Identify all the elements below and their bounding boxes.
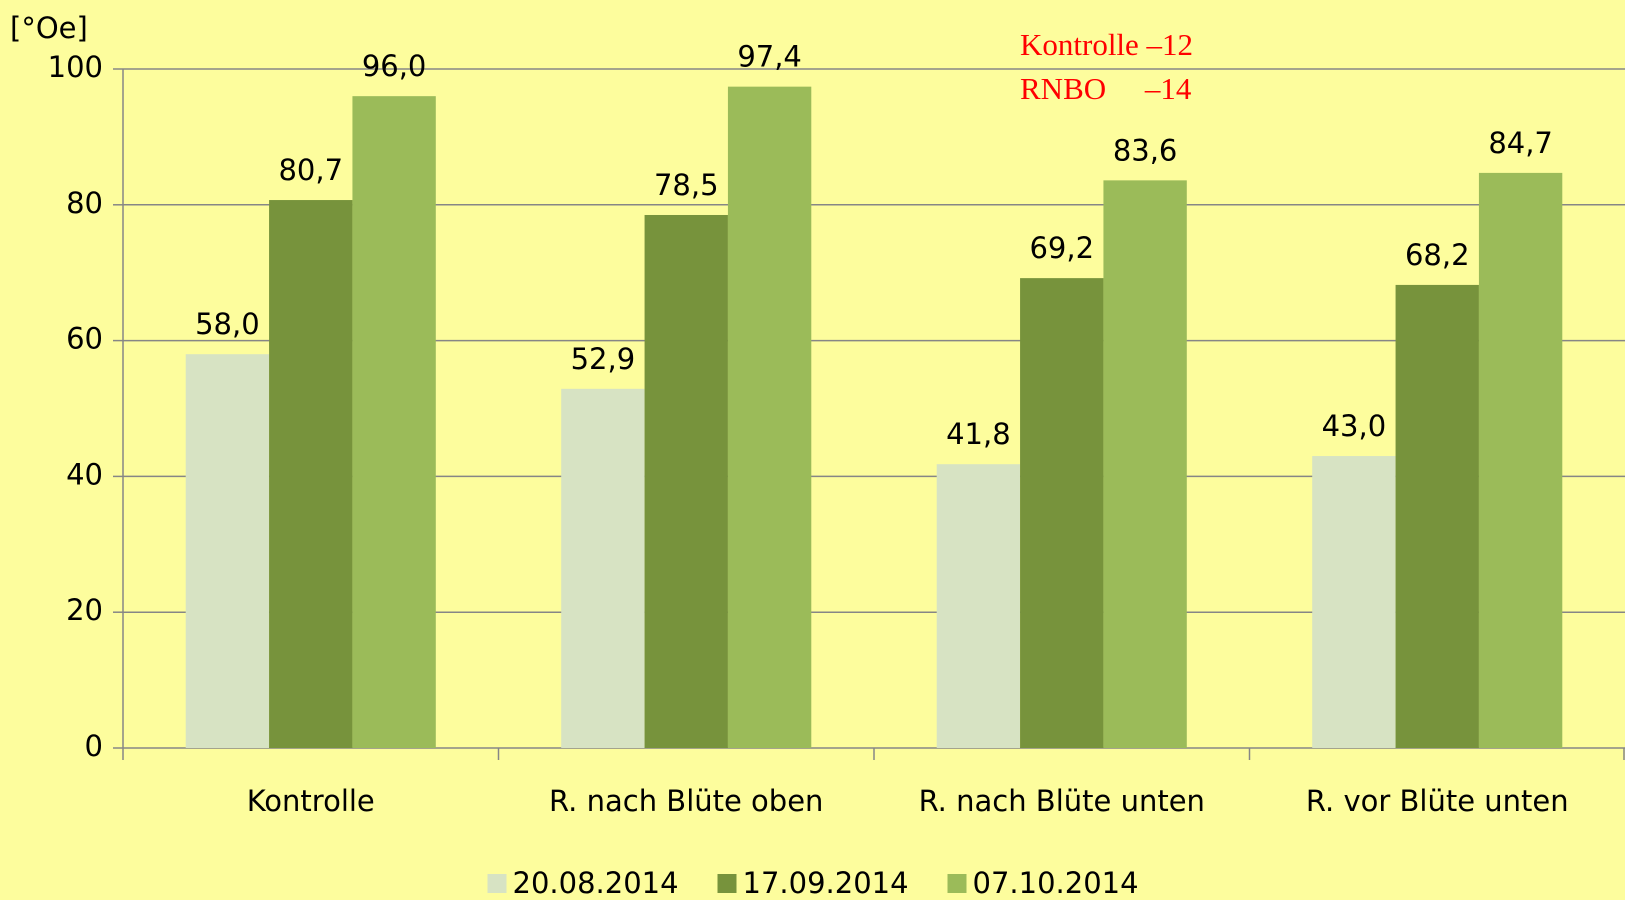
x-tick-label: R. nach Blüte oben xyxy=(549,784,823,818)
legend-swatch xyxy=(947,874,967,893)
value-label: 96,0 xyxy=(362,49,427,83)
x-tick-label: Kontrolle xyxy=(247,784,375,818)
bar xyxy=(727,86,812,749)
bar xyxy=(561,388,645,748)
bar xyxy=(1395,284,1479,748)
y-tick-label: 40 xyxy=(66,457,103,491)
value-label: 78,5 xyxy=(654,168,719,202)
value-label: 58,0 xyxy=(195,307,260,341)
bar xyxy=(936,464,1021,748)
value-label: 83,6 xyxy=(1113,133,1178,167)
y-axis-label: [°Oe] xyxy=(10,11,88,45)
legend-label: 20.08.2014 xyxy=(513,866,679,900)
y-tick-label: 60 xyxy=(66,322,103,356)
y-tick-label: 80 xyxy=(66,186,103,220)
value-label: 52,9 xyxy=(571,342,636,376)
bar xyxy=(269,200,353,748)
bar xyxy=(352,96,436,748)
annotation: Kontrolle –12 xyxy=(1020,27,1193,62)
y-tick-label: 20 xyxy=(66,593,103,627)
y-tick-label: 100 xyxy=(48,50,103,84)
legend-swatch xyxy=(487,874,507,893)
value-label: 43,0 xyxy=(1322,409,1387,443)
value-label: 84,7 xyxy=(1488,126,1553,160)
bar xyxy=(1103,180,1187,748)
value-label: 69,2 xyxy=(1029,231,1094,265)
bar xyxy=(1020,278,1104,748)
bar xyxy=(185,354,270,748)
value-label: 80,7 xyxy=(278,153,343,187)
bar xyxy=(1478,172,1563,749)
bar xyxy=(644,214,728,749)
y-tick-label: 0 xyxy=(85,729,103,763)
x-tick-label: R. vor Blüte unten xyxy=(1306,784,1569,818)
value-label: 41,8 xyxy=(946,417,1011,451)
legend-label: 07.10.2014 xyxy=(973,866,1139,900)
legend-label: 17.09.2014 xyxy=(743,866,909,900)
annotation: RNBO –14 xyxy=(1020,71,1192,106)
value-label: 97,4 xyxy=(737,40,802,74)
bar xyxy=(1312,456,1396,748)
x-tick-label: R. nach Blüte unten xyxy=(919,784,1205,818)
legend-swatch xyxy=(717,874,737,893)
value-label: 68,2 xyxy=(1405,238,1470,272)
